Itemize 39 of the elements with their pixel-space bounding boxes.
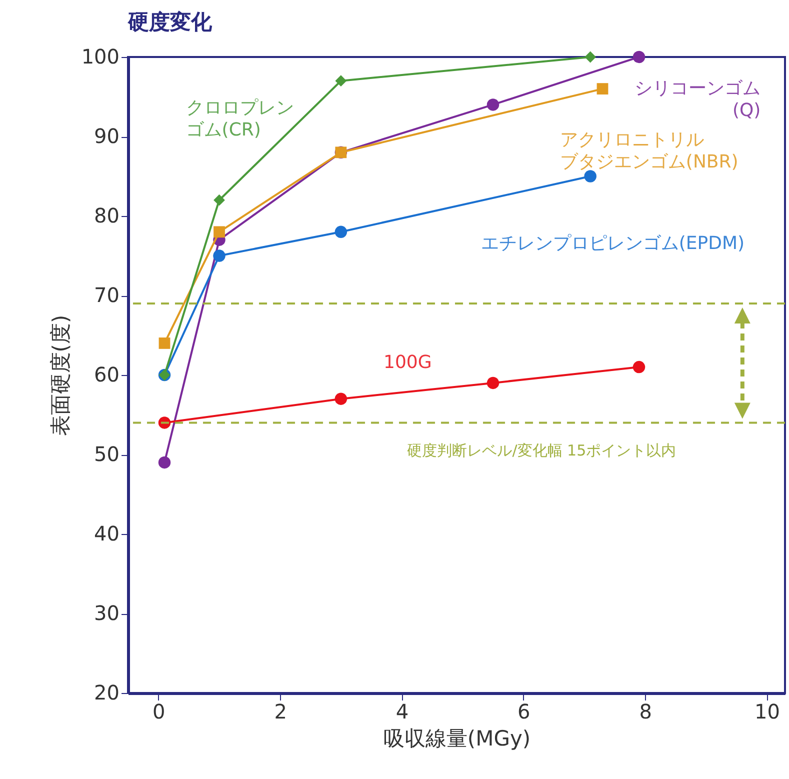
x-tick-label: 6 bbox=[518, 700, 530, 724]
x-axis-title: 吸収線量(MGy) bbox=[383, 726, 531, 750]
point bbox=[214, 226, 225, 238]
x-tick-label: 0 bbox=[152, 700, 166, 724]
x-tick-label: 2 bbox=[274, 700, 287, 724]
point bbox=[335, 75, 347, 87]
y-tick-label: 80 bbox=[94, 204, 120, 228]
point bbox=[486, 98, 500, 111]
point bbox=[158, 456, 171, 469]
point bbox=[584, 51, 596, 63]
point bbox=[158, 338, 170, 349]
y-tick-label: 60 bbox=[94, 362, 120, 386]
x-tick-label: 4 bbox=[396, 700, 409, 724]
chart-title: 硬度変化 bbox=[127, 10, 213, 34]
y-axis-title: 表面硬度(度) bbox=[48, 314, 72, 436]
point bbox=[584, 170, 596, 182]
point bbox=[214, 194, 225, 206]
series-label: アクリロニトリルブタジエンゴム(NBR) bbox=[560, 129, 738, 172]
y-tick-label: 100 bbox=[81, 44, 120, 68]
point bbox=[632, 50, 646, 64]
point bbox=[334, 392, 348, 405]
y-tick-label: 90 bbox=[94, 124, 120, 148]
annotation: 硬度判断レベル/変化幅 15ポイント以内 bbox=[407, 442, 676, 460]
series-label: クロロプレンゴム(CR) bbox=[186, 98, 294, 141]
y-tick-label: 20 bbox=[94, 680, 120, 704]
point bbox=[334, 226, 348, 238]
point bbox=[632, 360, 646, 374]
series-label: 100G bbox=[384, 352, 432, 374]
x-tick-label: 8 bbox=[639, 700, 652, 724]
point bbox=[596, 83, 608, 94]
series-label: エチレンプロピレンゴム(EPDM) bbox=[480, 232, 745, 254]
point bbox=[213, 250, 226, 262]
y-tick-label: 70 bbox=[94, 283, 120, 307]
y-tick-label: 30 bbox=[94, 601, 120, 625]
point bbox=[486, 376, 500, 390]
y-tick-label: 40 bbox=[94, 522, 120, 546]
y-tick-label: 50 bbox=[94, 442, 120, 466]
x-tick-label: 10 bbox=[754, 700, 780, 724]
series-label: シリコーンゴム(Q) bbox=[634, 78, 761, 121]
